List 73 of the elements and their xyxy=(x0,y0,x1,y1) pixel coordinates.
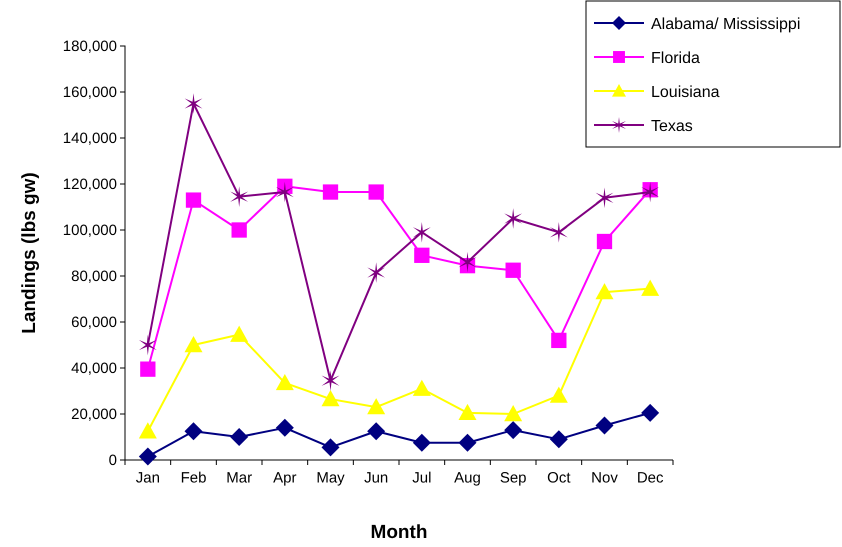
x-tick-label: Feb xyxy=(180,470,206,487)
x-axis-title: Month xyxy=(370,522,428,543)
y-tick-label: 100,000 xyxy=(62,222,117,239)
y-tick-label: 40,000 xyxy=(71,360,117,377)
x-tick-label: Sep xyxy=(500,470,527,487)
point xyxy=(276,374,294,390)
y-tick-label: 140,000 xyxy=(62,130,117,147)
point xyxy=(458,252,476,273)
point xyxy=(230,428,248,446)
x-tick-label: Oct xyxy=(547,470,572,487)
point xyxy=(322,184,338,200)
point xyxy=(322,438,340,456)
point xyxy=(641,182,660,202)
point xyxy=(596,187,614,208)
point xyxy=(550,222,568,243)
legend-label: Louisiana xyxy=(651,84,720,101)
point xyxy=(551,332,566,348)
point xyxy=(368,184,384,200)
point xyxy=(641,280,660,296)
x-tick-label: Dec xyxy=(636,470,664,487)
x-tick-label: Mar xyxy=(226,470,252,487)
point xyxy=(367,398,386,414)
point xyxy=(276,182,294,202)
y-tick-label: 60,000 xyxy=(71,314,117,331)
x-tick-label: Jan xyxy=(136,470,160,487)
point xyxy=(412,222,431,243)
point xyxy=(184,93,202,114)
point xyxy=(458,434,476,452)
point xyxy=(504,421,522,440)
point xyxy=(504,405,522,422)
y-tick-label: 160,000 xyxy=(62,84,117,101)
point xyxy=(412,380,431,396)
point xyxy=(138,448,157,466)
point xyxy=(458,404,476,420)
point xyxy=(138,334,157,356)
y-tick-label: 80,000 xyxy=(71,268,117,285)
point xyxy=(504,208,522,229)
y-axis-title: Landings (lbs gw) xyxy=(19,172,40,334)
point xyxy=(184,336,202,352)
x-tick-label: Jul xyxy=(412,470,432,487)
point xyxy=(230,326,248,342)
x-tick-label: May xyxy=(316,470,346,487)
point xyxy=(276,418,294,437)
y-tick-label: 20,000 xyxy=(71,406,117,423)
point xyxy=(596,283,614,300)
point xyxy=(140,362,156,377)
x-tick-label: Jun xyxy=(364,470,388,487)
point xyxy=(184,422,202,440)
point xyxy=(230,186,248,207)
point xyxy=(550,430,568,448)
y-tick-label: 120,000 xyxy=(62,176,117,193)
point xyxy=(506,262,521,278)
point xyxy=(367,422,386,440)
point xyxy=(412,434,431,452)
point xyxy=(641,404,660,422)
point xyxy=(232,222,247,238)
y-tick-label: 180,000 xyxy=(62,38,117,55)
point xyxy=(138,422,157,438)
point xyxy=(367,262,386,283)
x-tick-label: Apr xyxy=(273,470,297,487)
point xyxy=(596,416,614,434)
point xyxy=(322,370,340,391)
legend-label: Texas xyxy=(651,118,693,135)
x-tick-label: Aug xyxy=(454,470,481,487)
point xyxy=(322,390,340,406)
point xyxy=(596,234,612,250)
x-tick-label: Nov xyxy=(591,470,618,487)
point xyxy=(186,192,202,208)
y-tick-label: 0 xyxy=(108,452,117,469)
point xyxy=(550,386,568,403)
legend-label: Alabama/ Mississippi xyxy=(651,16,800,33)
legend-label: Florida xyxy=(651,50,700,67)
point xyxy=(414,248,430,263)
